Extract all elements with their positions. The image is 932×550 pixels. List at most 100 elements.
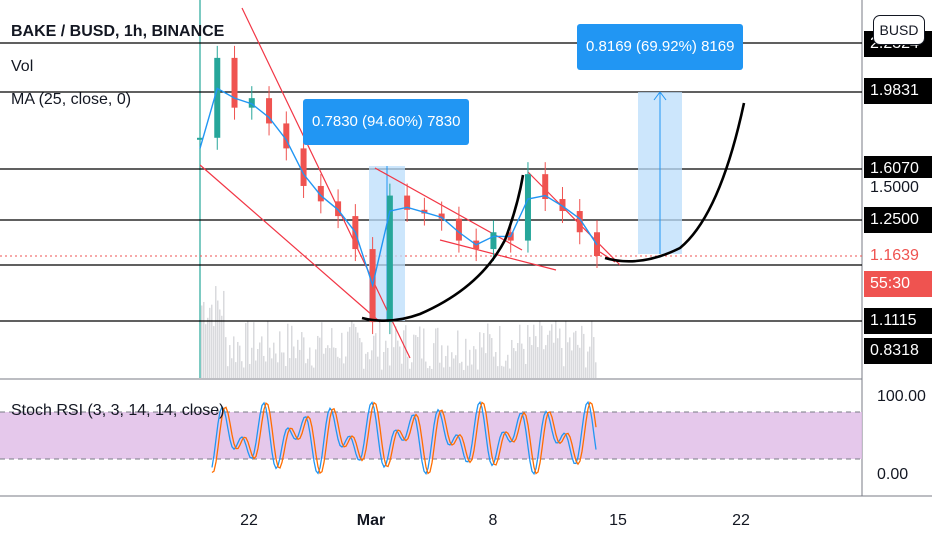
volume-bar [207, 317, 209, 378]
volume-bar [291, 325, 293, 378]
volume-bar [419, 326, 421, 378]
volume-bar [365, 353, 367, 378]
trendline-5 [527, 171, 621, 266]
volume-bar [325, 348, 327, 378]
volume-bar [367, 352, 369, 378]
volume-bar [403, 330, 405, 378]
volume-bar [551, 324, 553, 378]
volume-bar [515, 351, 517, 378]
volume-bar [581, 325, 583, 378]
volume-bar [447, 345, 449, 378]
volume-bar [239, 345, 241, 378]
volume-bar [463, 369, 465, 378]
volume-bar [369, 359, 371, 378]
volume-bar [537, 347, 539, 378]
volume-bar [541, 325, 543, 378]
candle-body [248, 98, 255, 108]
volume-bar [445, 356, 447, 378]
time-tick-15: 15 [609, 512, 627, 529]
time-tick-8: 8 [488, 512, 498, 529]
volume-bar [435, 328, 437, 378]
symbol-title[interactable]: BAKE / BUSD, 1h, BINANCE [11, 23, 225, 40]
volume-legend[interactable]: Vol [11, 58, 34, 75]
quote-currency-button[interactable]: BUSD [873, 15, 925, 45]
volume-bar [277, 362, 279, 378]
volume-bar [495, 352, 497, 378]
volume-bar [405, 325, 407, 378]
candle-body [490, 232, 497, 250]
stoch-level-0: 0.00 [877, 466, 909, 483]
candle-body [576, 211, 583, 233]
volume-bar [535, 336, 537, 378]
volume-bar [379, 322, 381, 378]
volume-bar [499, 325, 501, 378]
volume-bar [399, 346, 401, 378]
candle-body [283, 123, 290, 149]
volume-bar [559, 328, 561, 378]
volume-bar [225, 337, 227, 378]
volume-bar [237, 341, 239, 378]
volume-bar [373, 335, 375, 378]
volume-bar [279, 331, 281, 378]
candle-body [386, 195, 393, 323]
volume-bar [387, 347, 389, 378]
candle-body [335, 201, 342, 217]
volume-bar [513, 348, 515, 378]
candle-body [214, 57, 221, 138]
ma-legend[interactable]: MA (25, close, 0) [11, 91, 132, 108]
volume-bar [321, 322, 323, 378]
volume-bar [477, 369, 479, 378]
volume-bar [573, 332, 575, 378]
volume-bar [285, 366, 287, 378]
volume-bar [517, 343, 519, 378]
volume-bar [329, 348, 331, 378]
volume-bar [595, 362, 597, 378]
volume-bar [341, 332, 343, 378]
volume-bar [357, 332, 359, 378]
volume-bar [273, 342, 275, 378]
volume-bar [569, 337, 571, 378]
volume-bar [293, 346, 295, 378]
volume-bar [267, 320, 269, 378]
volume-bar [383, 352, 385, 378]
volume-bar [485, 353, 487, 378]
measure-label-1: 0.7830 (94.60%) 7830 [303, 99, 470, 145]
volume-bar [465, 338, 467, 378]
volume-bar [289, 358, 291, 378]
measure-arrowhead-2b [659, 91, 667, 101]
volume-bar [583, 333, 585, 378]
last-price-label: 1.1639 [864, 243, 932, 269]
stoch-rsi-legend[interactable]: Stoch RSI (3, 3, 14, 14, close) [11, 402, 225, 419]
volume-bar [527, 325, 529, 378]
volume-bar [215, 286, 217, 378]
volume-bar [355, 326, 357, 378]
volume-bar [309, 347, 311, 378]
volume-bar [201, 305, 203, 378]
volume-bar [247, 321, 249, 378]
candle-body [559, 199, 566, 212]
volume-bar [441, 345, 443, 378]
volume-bar [363, 368, 365, 378]
volume-bar [307, 358, 309, 378]
volume-bar [287, 323, 289, 378]
candle-body [438, 213, 445, 219]
time-tick-mar: Mar [356, 512, 386, 529]
ma-line [199, 87, 598, 288]
volume-bar [335, 348, 337, 378]
volume-bar [493, 356, 495, 378]
candle-countdown: 55:30 [864, 271, 932, 297]
volume-bar [427, 368, 429, 378]
volume-bar [523, 348, 525, 378]
volume-bar [565, 321, 567, 378]
volume-bar [251, 347, 253, 378]
volume-bar [585, 367, 587, 378]
volume-bar [421, 358, 423, 378]
volume-bar [543, 349, 545, 378]
volume-bar [457, 330, 459, 378]
volume-bar [491, 338, 493, 378]
volume-bar [417, 336, 419, 378]
trendline-2 [199, 164, 381, 323]
volume-bar [591, 320, 593, 378]
volume-bar [359, 337, 361, 378]
